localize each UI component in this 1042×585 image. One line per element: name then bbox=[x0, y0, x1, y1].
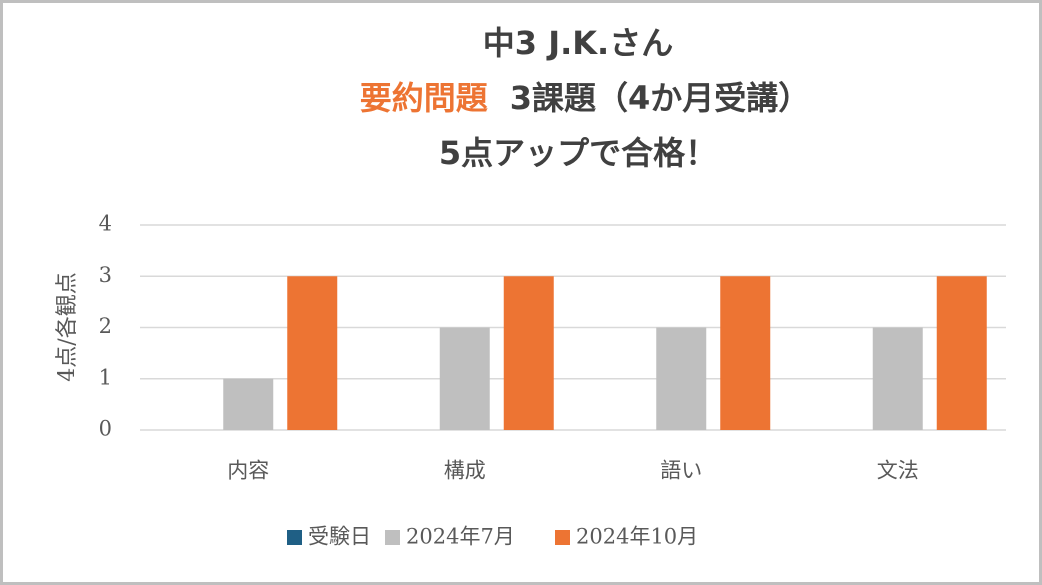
y-tick-label: 1 bbox=[99, 365, 112, 389]
legend-swatch bbox=[555, 530, 570, 545]
bar bbox=[287, 276, 338, 430]
y-axis-label: 4点/各観点 bbox=[55, 272, 80, 381]
legend-label: 受験日 bbox=[308, 525, 371, 549]
bar bbox=[656, 327, 707, 430]
bar bbox=[872, 327, 923, 430]
title-highlight: 要約問題 bbox=[360, 79, 488, 117]
x-tick-label: 文法 bbox=[877, 459, 919, 483]
x-tick-label: 構成 bbox=[444, 459, 486, 483]
bar bbox=[503, 276, 554, 430]
legend-swatch bbox=[385, 530, 400, 545]
y-tick-label: 3 bbox=[99, 263, 112, 287]
title-line: 5点アップで合格！ bbox=[439, 134, 717, 172]
y-tick-label: 4 bbox=[99, 212, 112, 236]
bar bbox=[223, 378, 274, 430]
legend-swatch bbox=[287, 530, 302, 545]
bar bbox=[936, 276, 987, 430]
bar bbox=[720, 276, 771, 430]
x-tick-label: 内容 bbox=[227, 459, 269, 483]
legend-label: 2024年7月 bbox=[406, 525, 515, 549]
bar bbox=[439, 327, 490, 430]
y-tick-label: 0 bbox=[99, 417, 112, 441]
x-tick-label: 語い bbox=[660, 459, 702, 483]
title-line: 要約問題 3課題（4か月受講） bbox=[360, 79, 811, 117]
y-tick-label: 2 bbox=[99, 314, 112, 338]
title-line: 中3 J.K.さん bbox=[483, 24, 673, 62]
title-rest: 3課題（4か月受講） bbox=[510, 79, 811, 117]
legend-label: 2024年10月 bbox=[576, 525, 698, 549]
